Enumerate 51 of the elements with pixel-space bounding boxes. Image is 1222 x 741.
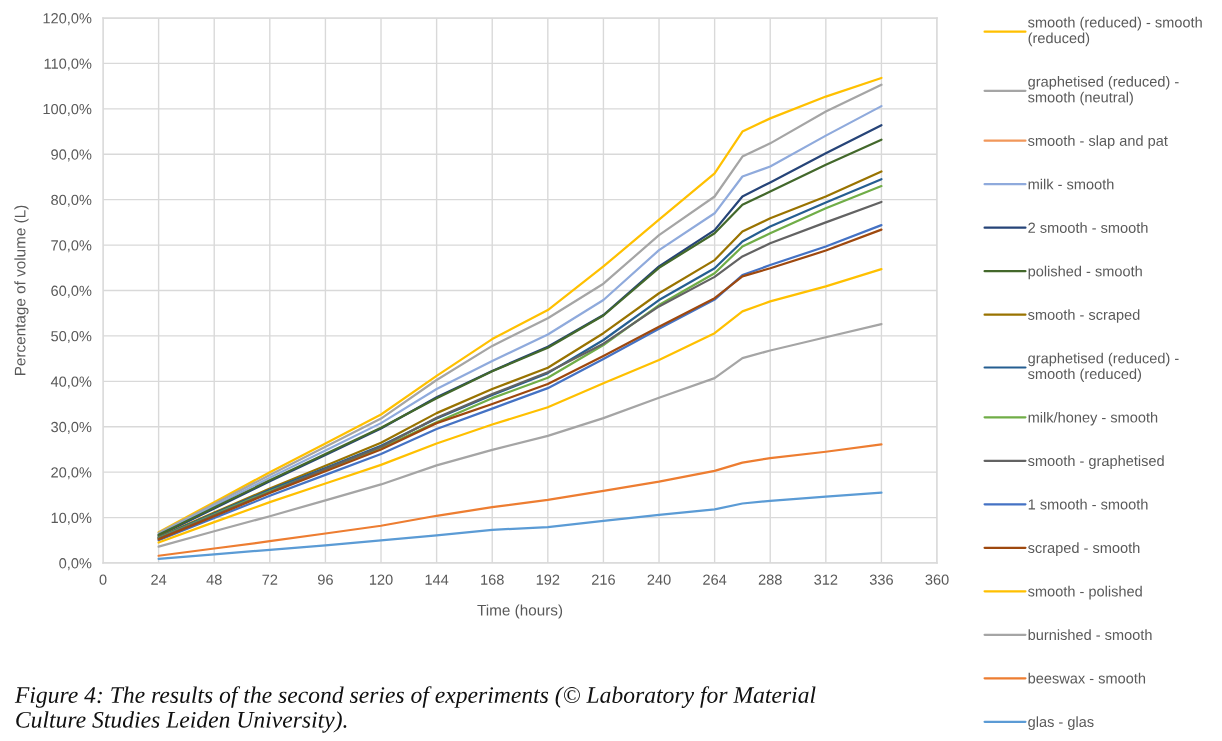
y-tick-label: 40,0% [50, 376, 92, 389]
x-axis-title: Time (hours) [477, 604, 563, 619]
legend-label: smooth - scraped [1028, 309, 1140, 323]
line-series [157, 323, 883, 548]
y-tick-label: 20,0% [51, 467, 92, 480]
y-tick-label: 0,0% [59, 558, 92, 571]
y-tick-label: 80,0% [51, 194, 92, 207]
line-series [157, 491, 883, 561]
x-tick-label: 192 [536, 574, 560, 585]
y-tick-label: 10,0% [51, 512, 92, 525]
legend-label: smooth - slap and pat [1028, 135, 1168, 149]
x-tick-label: 72 [262, 574, 278, 585]
x-tick-label: 144 [425, 574, 449, 585]
x-tick-label: 312 [814, 574, 838, 585]
x-tick-label: 288 [758, 574, 782, 585]
y-tick-label: 50,0% [51, 331, 92, 344]
x-tick-label: 216 [591, 574, 615, 585]
legend-label: scraped - smooth [1028, 542, 1140, 556]
y-tick-label: 100,0% [43, 103, 92, 116]
legend-label: glas - glas [1028, 716, 1094, 730]
x-tick-label: 96 [317, 574, 333, 585]
y-tick-label: 70,0% [51, 240, 92, 253]
legend-label: beeswax - smooth [1028, 672, 1146, 684]
line-series [157, 443, 883, 557]
y-tick-label: 90,0% [51, 149, 92, 162]
legend-label: smooth (reduced) - smooth (reduced) [1028, 16, 1202, 47]
legend-label: graphetised (reduced) - smooth (neutral) [1028, 76, 1179, 106]
legend-label: 2 smooth - smooth [1028, 222, 1148, 233]
y-tick-label: 30,0% [51, 421, 92, 434]
legend-label: smooth - polished [1028, 585, 1142, 600]
x-tick-label: 24 [151, 574, 167, 585]
y-tick-label: 60,0% [51, 285, 92, 298]
y-tick-label: 120,0% [43, 13, 92, 26]
legend-label: milk - smooth [1028, 178, 1114, 190]
legend-label: graphetised (reduced) - smooth (reduced) [1028, 352, 1179, 382]
x-tick-label: 360 [925, 574, 949, 585]
x-tick-label: 0 [99, 574, 107, 585]
legend-label: 1 smooth - smooth [1028, 498, 1148, 510]
legend-label: polished - smooth [1028, 265, 1142, 280]
x-tick-label: 240 [647, 574, 671, 585]
x-tick-label: 168 [481, 574, 504, 585]
y-tick-label: 110,0% [44, 58, 92, 71]
caption: Figure 4: The results of the second series of experiments (© Laboratory for Material Culture Studies Leiden University). [14, 686, 816, 733]
y-axis-title: Percentage of volume (L) [14, 205, 29, 376]
x-tick-label: 336 [869, 574, 893, 585]
x-tick-label: 264 [703, 574, 727, 585]
legend-label: milk/honey - smooth [1028, 411, 1158, 426]
legend-label: smooth - graphetised [1028, 455, 1164, 469]
x-tick-label: 48 [206, 574, 222, 585]
x-tick-label: 120 [369, 574, 393, 585]
legend-label: burnished - smooth [1028, 629, 1152, 641]
